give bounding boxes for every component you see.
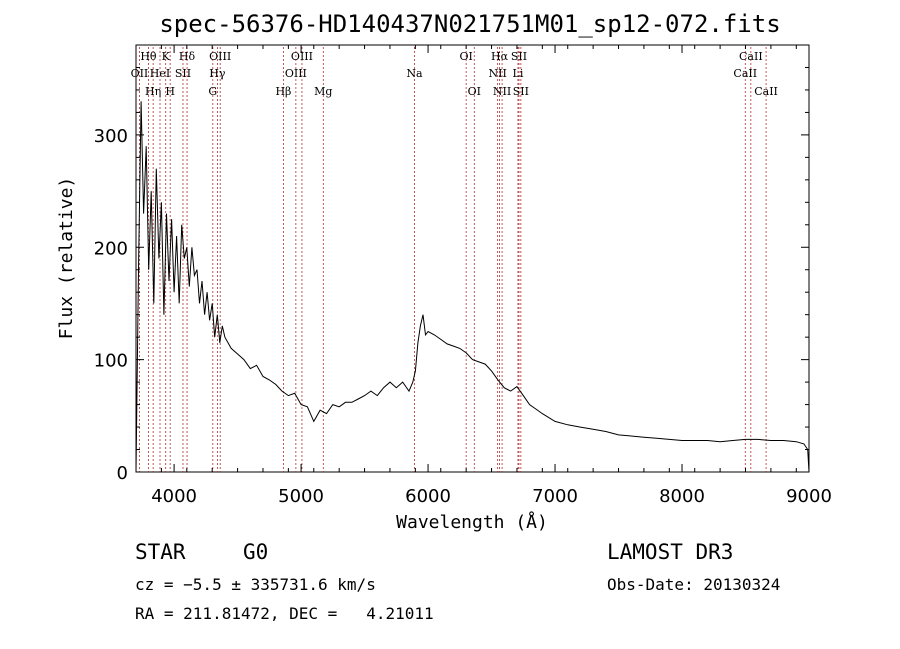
x-tick-label: 6000 bbox=[405, 486, 451, 507]
spectral-line-label: Hγ bbox=[209, 67, 226, 80]
x-tick-label: 8000 bbox=[659, 486, 705, 507]
chart-title: spec-56376-HD140437N021751M01_sp12-072.f… bbox=[159, 10, 780, 38]
spectral-line-label: OI bbox=[459, 50, 472, 63]
spectral-line-labels: OIIHθHηHeIKHSIIHδGHγOIIIHβOIIIOIIIMgNaOI… bbox=[131, 50, 778, 98]
spectral-line-label: CaII bbox=[739, 50, 763, 63]
survey-name: LAMOST DR3 bbox=[607, 540, 734, 564]
spectral-line-label: HeI bbox=[150, 67, 170, 80]
spectral-line-label: SII bbox=[175, 67, 191, 80]
spectral-line-label: Mg bbox=[314, 85, 332, 98]
object-subclass: G0 bbox=[243, 540, 269, 564]
spectral-line-label: NII bbox=[488, 67, 506, 80]
spectral-line-label: CaII bbox=[733, 67, 757, 80]
x-axis-label: Wavelength (Å) bbox=[396, 511, 548, 533]
spectral-line-label: SII bbox=[511, 50, 527, 63]
x-tick-label: 7000 bbox=[532, 486, 578, 507]
x-tick-label: 4000 bbox=[151, 486, 197, 507]
y-tick-label: 0 bbox=[117, 463, 128, 484]
object-class: STAR bbox=[135, 540, 186, 564]
spectral-line-label: OII bbox=[131, 67, 149, 80]
spectral-line-label: K bbox=[162, 50, 171, 63]
y-tick-label: 100 bbox=[94, 351, 128, 372]
spectral-line-label: Hα bbox=[491, 50, 509, 63]
spectrum-line bbox=[135, 101, 810, 473]
spectral-line-label: Hθ bbox=[140, 50, 157, 63]
redshift-text: cz = −5.5 ± 335731.6 km/s bbox=[135, 575, 376, 594]
x-tick-label: 9000 bbox=[786, 486, 832, 507]
y-tick-label: 300 bbox=[94, 126, 128, 147]
spectral-line-label: Hδ bbox=[179, 50, 196, 63]
x-tick-label: 5000 bbox=[278, 486, 324, 507]
axis-ticks: 4000 5000 6000 7000 8000 9000 0 100 200 300 bbox=[94, 45, 832, 507]
spectral-line-label: Na bbox=[406, 67, 423, 80]
spectral-line-label: NII bbox=[493, 85, 511, 98]
spectral-line-label: OIII bbox=[291, 50, 313, 63]
spectral-line-label: H bbox=[165, 85, 175, 98]
spectral-line-label: Li bbox=[513, 67, 524, 80]
spectral-line-label: OI bbox=[468, 85, 481, 98]
spectral-line-label: CaII bbox=[754, 85, 778, 98]
obs-date: Obs-Date: 20130324 bbox=[607, 575, 781, 594]
spectral-lines bbox=[139, 47, 767, 472]
spectral-line-label: OIII bbox=[285, 67, 307, 80]
coordinates-text: RA = 211.81472, DEC = 4.21011 bbox=[135, 604, 434, 623]
spectral-line-label: Hβ bbox=[275, 85, 291, 98]
spectral-line-label: OIII bbox=[209, 50, 231, 63]
y-axis-label: Flux (relative) bbox=[56, 177, 77, 340]
spectral-line-label: SII bbox=[513, 85, 529, 98]
plot-frame bbox=[135, 44, 810, 473]
spectral-line-label: Hη bbox=[145, 85, 161, 98]
spectral-line-label: G bbox=[208, 85, 217, 98]
y-tick-label: 200 bbox=[94, 238, 128, 259]
